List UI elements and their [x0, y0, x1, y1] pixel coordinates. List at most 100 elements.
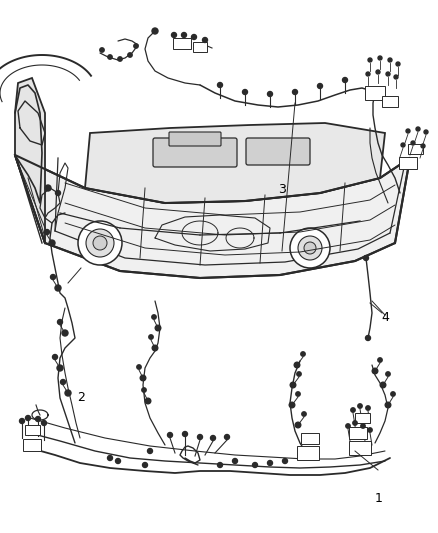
FancyBboxPatch shape — [153, 138, 237, 167]
Circle shape — [78, 221, 122, 265]
Circle shape — [391, 392, 395, 396]
Circle shape — [268, 461, 272, 465]
Circle shape — [118, 57, 122, 61]
Text: 3: 3 — [279, 183, 286, 196]
Circle shape — [108, 55, 112, 59]
Circle shape — [366, 72, 370, 76]
Circle shape — [268, 92, 272, 96]
Polygon shape — [85, 123, 385, 203]
Text: 1: 1 — [375, 492, 383, 505]
FancyBboxPatch shape — [246, 138, 310, 165]
Circle shape — [152, 28, 158, 34]
Circle shape — [396, 62, 400, 66]
Circle shape — [56, 190, 60, 196]
Circle shape — [243, 90, 247, 94]
Bar — [301, 432, 319, 443]
Circle shape — [368, 58, 372, 62]
Circle shape — [386, 372, 390, 376]
Bar — [365, 86, 385, 100]
Circle shape — [233, 458, 237, 464]
Circle shape — [218, 83, 223, 87]
Bar — [349, 441, 371, 455]
Circle shape — [365, 335, 371, 341]
Polygon shape — [15, 155, 410, 278]
Circle shape — [380, 382, 386, 388]
Circle shape — [202, 37, 208, 43]
Circle shape — [60, 379, 66, 384]
Circle shape — [225, 434, 230, 440]
Circle shape — [155, 325, 161, 331]
Circle shape — [42, 421, 46, 425]
Circle shape — [57, 365, 63, 371]
Circle shape — [65, 390, 71, 396]
Circle shape — [142, 388, 146, 392]
Text: 4: 4 — [381, 311, 389, 324]
Circle shape — [100, 48, 104, 52]
Circle shape — [148, 448, 152, 454]
Circle shape — [346, 424, 350, 428]
Circle shape — [50, 274, 56, 279]
Bar — [407, 144, 423, 154]
Circle shape — [424, 130, 428, 134]
Circle shape — [302, 412, 306, 416]
Circle shape — [386, 72, 390, 76]
Circle shape — [366, 406, 370, 410]
Circle shape — [20, 418, 25, 424]
Circle shape — [149, 335, 153, 339]
Circle shape — [372, 368, 378, 374]
Circle shape — [93, 236, 107, 250]
Circle shape — [152, 315, 156, 319]
Circle shape — [351, 408, 355, 412]
Circle shape — [152, 345, 158, 351]
Circle shape — [295, 422, 301, 428]
Circle shape — [57, 319, 63, 325]
Circle shape — [343, 77, 347, 83]
Circle shape — [137, 365, 141, 369]
Bar — [173, 37, 191, 49]
Circle shape — [283, 458, 287, 464]
Circle shape — [401, 143, 405, 147]
Bar — [354, 413, 370, 423]
Circle shape — [191, 35, 197, 39]
Circle shape — [140, 375, 146, 381]
Circle shape — [86, 229, 114, 257]
Circle shape — [35, 416, 40, 422]
Bar — [23, 439, 41, 451]
Text: 2: 2 — [77, 391, 85, 403]
FancyBboxPatch shape — [169, 132, 221, 146]
Circle shape — [218, 463, 223, 467]
Circle shape — [172, 33, 177, 37]
Circle shape — [198, 434, 202, 440]
Bar — [297, 446, 319, 460]
Circle shape — [358, 404, 362, 408]
Circle shape — [167, 432, 173, 438]
Bar — [25, 425, 39, 435]
Circle shape — [388, 58, 392, 62]
Circle shape — [318, 84, 322, 88]
Circle shape — [128, 53, 132, 57]
Bar — [399, 157, 417, 169]
Circle shape — [378, 56, 382, 60]
Circle shape — [353, 421, 357, 425]
Circle shape — [45, 185, 51, 191]
Circle shape — [294, 362, 300, 368]
Circle shape — [55, 285, 61, 291]
Circle shape — [368, 428, 372, 432]
Circle shape — [376, 70, 380, 74]
Circle shape — [293, 90, 297, 94]
Polygon shape — [15, 78, 45, 243]
Circle shape — [25, 416, 31, 421]
Circle shape — [107, 456, 113, 461]
Circle shape — [49, 240, 55, 246]
Circle shape — [62, 330, 68, 336]
Circle shape — [297, 372, 301, 376]
Circle shape — [296, 392, 300, 396]
Circle shape — [53, 354, 57, 359]
Circle shape — [183, 432, 187, 437]
Circle shape — [181, 33, 187, 37]
Circle shape — [290, 228, 330, 268]
Circle shape — [45, 230, 49, 235]
Circle shape — [411, 141, 415, 145]
Circle shape — [289, 402, 295, 408]
Circle shape — [378, 358, 382, 362]
